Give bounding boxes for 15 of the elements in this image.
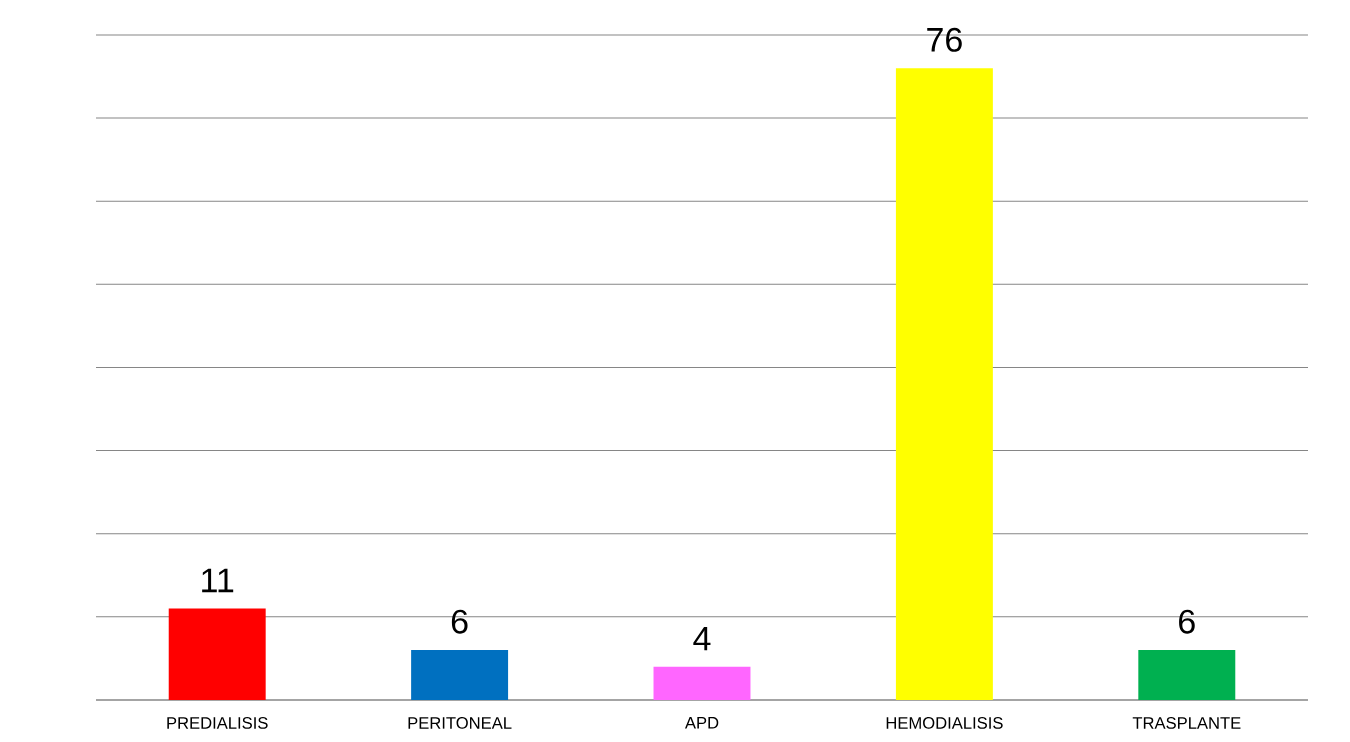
data-label: 76	[927, 27, 962, 52]
bar	[653, 666, 751, 700]
bar	[895, 68, 993, 700]
x-tick-label: APD	[684, 717, 719, 729]
data-label: 6	[451, 609, 468, 634]
bar	[411, 650, 509, 700]
x-tick-label: PERITONEAL	[408, 717, 512, 729]
x-tick-label: HEMODIALISIS	[886, 717, 1003, 729]
data-label: 4	[693, 626, 711, 651]
x-tick-label: TRASPLANTE	[1132, 717, 1241, 729]
data-label: 6	[1179, 609, 1195, 634]
bar	[1138, 650, 1236, 700]
data-label: 11	[202, 568, 234, 593]
bar	[168, 608, 266, 700]
x-tick-label: PREDIALISIS	[167, 717, 268, 729]
